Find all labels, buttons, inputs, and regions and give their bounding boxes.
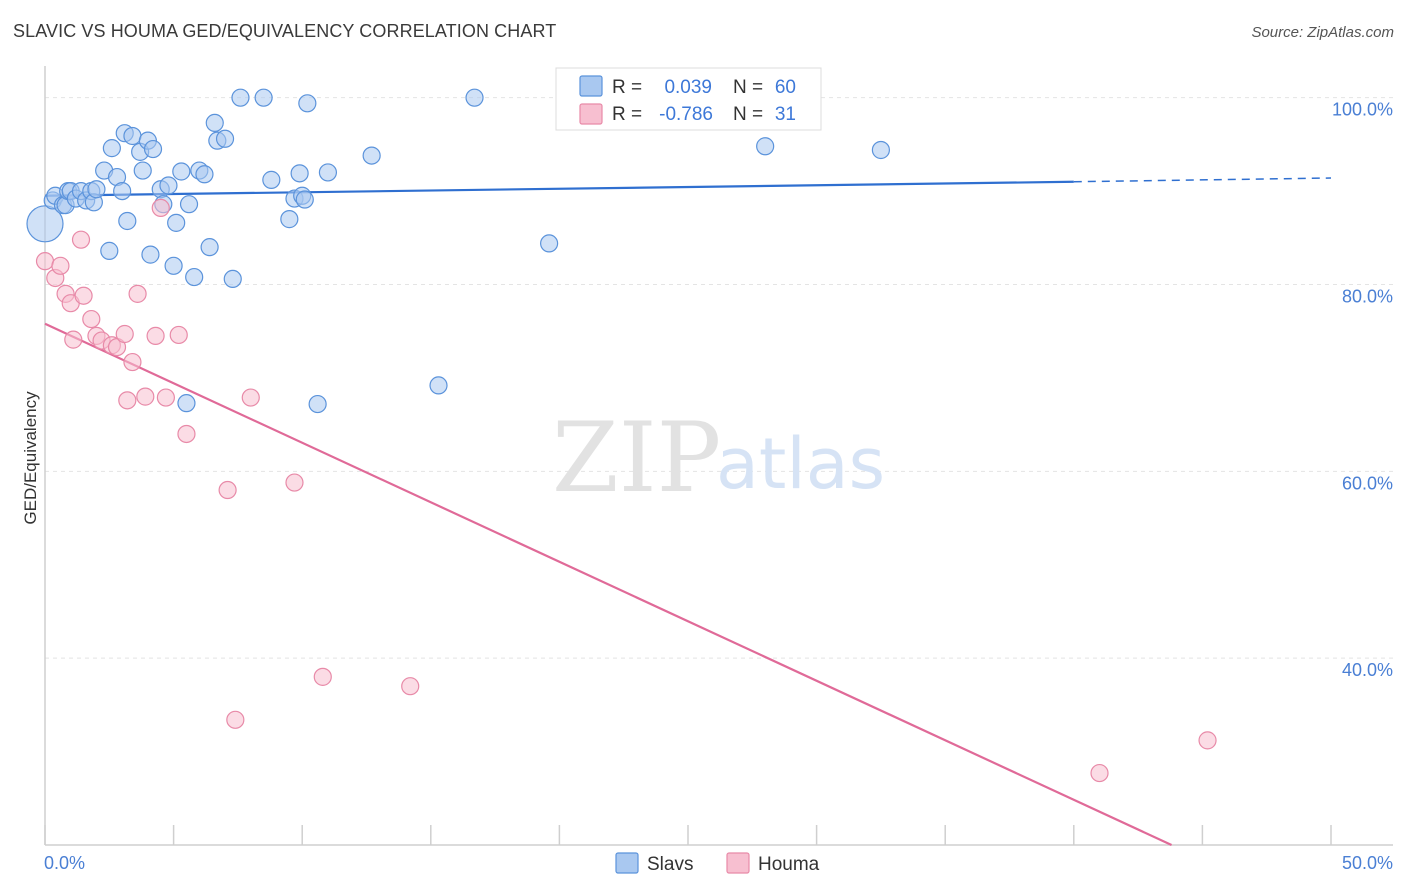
slavs-point (133, 161, 152, 180)
x-tick-label: 50.0% (1342, 853, 1393, 873)
houma-point (118, 391, 137, 410)
bottom-legend-swatch-houma (726, 852, 750, 874)
slavs-point (318, 163, 338, 182)
slavs-point (179, 195, 199, 214)
bottom-legend: Slavs Houma (615, 852, 820, 875)
y-tick-label: 80.0% (1342, 287, 1393, 307)
slavs-point (113, 181, 132, 201)
slavs-point (26, 205, 64, 243)
y-tick-label: 100.0% (1332, 100, 1393, 120)
legend-swatch-houma (579, 103, 603, 125)
data-points (26, 88, 1217, 783)
houma-point (123, 352, 142, 372)
x-tick-labels: 0.0% 50.0% (44, 853, 1393, 873)
y-axis-label: GED/Equivalency (21, 391, 40, 525)
slavs-point (200, 238, 219, 257)
legend-box: R = 0.039 N = 60 R = -0.786 N = 31 (555, 67, 822, 131)
slavs-trend-line (44, 180, 1074, 197)
houma-point (128, 284, 147, 303)
houma-point (177, 424, 196, 444)
houma-point (35, 252, 55, 271)
houma-point (169, 325, 188, 345)
legend-n-value: 31 (775, 104, 796, 125)
slavs-point (100, 241, 119, 260)
slavs-point (118, 211, 137, 231)
legend-r-label: R = (612, 77, 642, 98)
slavs-point (308, 394, 327, 414)
slavs-point (756, 137, 775, 156)
houma-point (401, 677, 420, 696)
houma-point (218, 480, 237, 500)
slavs-point (185, 267, 204, 287)
y-tick-label: 40.0% (1342, 660, 1393, 680)
houma-trend-line (44, 322, 1172, 846)
y-tick-labels: 40.0% 60.0% 80.0% 100.0% (1332, 100, 1393, 680)
slavs-point (362, 146, 381, 165)
axes (44, 66, 1393, 846)
bottom-legend-label-slavs: Slavs (647, 854, 693, 875)
slavs-point (262, 170, 281, 189)
houma-point (313, 667, 332, 686)
trend-lines (44, 177, 1332, 846)
x-tick-label: 0.0% (44, 853, 85, 873)
grid-lines (45, 97, 1393, 659)
slavs-trend-extension (1073, 177, 1332, 183)
slavs-point (205, 113, 224, 133)
slavs-point (167, 213, 186, 232)
houma-point (64, 330, 83, 349)
houma-point (136, 387, 155, 406)
slavs-point (290, 164, 309, 183)
houma-point (82, 309, 101, 329)
slavs-point (540, 234, 559, 253)
houma-point (51, 256, 70, 275)
slavs-point (465, 88, 484, 107)
slavs-point (429, 376, 448, 395)
y-tick-label: 60.0% (1342, 473, 1393, 493)
slavs-point (141, 245, 160, 264)
slavs-point (295, 190, 314, 209)
houma-point (151, 198, 170, 218)
houma-point (1198, 731, 1217, 750)
slavs-point (164, 256, 183, 275)
legend-r-value: 0.039 (664, 77, 712, 98)
source-credit: Source: ZipAtlas.com (1251, 24, 1394, 41)
slavs-point (102, 139, 121, 158)
slavs-point (871, 140, 891, 160)
slavs-point (215, 129, 235, 148)
slavs-point (177, 394, 196, 413)
legend-swatch-slavs (579, 75, 603, 97)
watermark: ZIP atlas (552, 402, 885, 514)
houma-point (115, 324, 134, 344)
houma-point (241, 388, 260, 407)
legend-r-label: R = (612, 104, 642, 125)
slavs-point (172, 162, 191, 181)
watermark-atlas: atlas (716, 423, 885, 505)
slavs-point (231, 88, 250, 107)
bottom-legend-label-houma: Houma (758, 854, 820, 875)
slavs-point (87, 180, 106, 199)
houma-point (285, 473, 304, 492)
houma-point (146, 326, 165, 345)
legend-n-value: 60 (775, 77, 796, 98)
chart-title: SLAVIC VS HOUMA GED/EQUIVALENCY CORRELAT… (13, 21, 557, 41)
houma-point (74, 286, 93, 305)
watermark-zip: ZIP (552, 402, 721, 514)
slavs-point (298, 94, 317, 113)
slavs-point (159, 176, 178, 195)
houma-point (156, 388, 175, 407)
slavs-point (143, 139, 163, 159)
slavs-point (223, 269, 242, 289)
legend-r-value: -0.786 (659, 104, 713, 125)
slavs-point (254, 88, 273, 107)
houma-point (71, 230, 91, 249)
slavs-point (195, 165, 214, 184)
legend-n-label: N = (733, 104, 763, 125)
slavs-point (123, 126, 142, 146)
legend-n-label: N = (733, 77, 763, 98)
houma-point (226, 710, 245, 729)
bottom-legend-swatch-slavs (615, 852, 639, 874)
houma-point (1090, 763, 1109, 783)
slavs-point (280, 210, 299, 229)
